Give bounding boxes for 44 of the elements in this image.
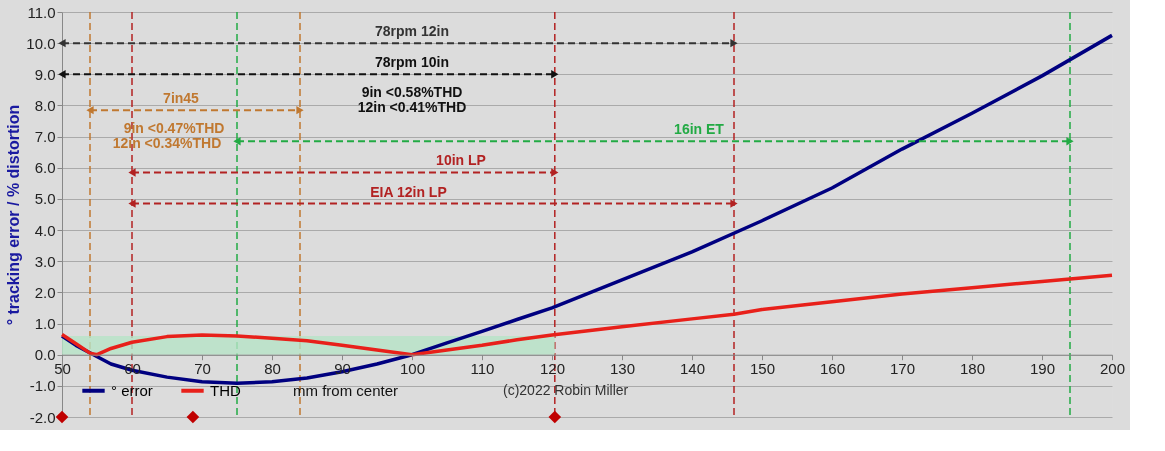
y-tick-label: 1.0 (34, 315, 56, 333)
x-tick-label: 110 (470, 360, 495, 378)
x-tick-label: 190 (1029, 360, 1056, 378)
y-tick-label: -2.0 (29, 408, 56, 426)
y-tick-label: 10.0 (26, 34, 56, 52)
y-tick-label: 2.0 (34, 283, 56, 301)
legend-label: THD (210, 381, 241, 399)
annotation: 12in <0.41%THD (357, 99, 467, 116)
x-tick-label: 120 (539, 360, 566, 378)
x-axis-title: mm from center (293, 382, 399, 399)
y-tick-label: 6.0 (34, 159, 56, 177)
x-tick-label: 130 (609, 360, 636, 378)
annotation: 78rpm 10in (375, 54, 449, 71)
legend-label: ° error (111, 381, 153, 399)
annotation: 10in LP (436, 152, 486, 169)
y-tick-label: 9.0 (34, 65, 56, 83)
y-tick-label: 0.0 (34, 346, 56, 364)
annotation: EIA 12in LP (370, 183, 447, 200)
y-tick-label: -1.0 (29, 377, 56, 395)
x-tick-label: 180 (959, 360, 986, 378)
y-tick-label: 4.0 (34, 221, 56, 239)
x-tick-label: 140 (679, 360, 706, 378)
x-tick-label: 60 (124, 360, 141, 378)
annotation: 7in45 (163, 90, 200, 107)
annotation: 9in <0.58%THD (361, 84, 463, 101)
y-tick-label: 8.0 (34, 96, 56, 114)
x-tick-label: 160 (819, 360, 846, 378)
y-tick-label: 11.0 (27, 3, 56, 21)
annotation: (c)2022 Robin Miller (503, 382, 629, 398)
x-tick-label: 100 (399, 360, 426, 378)
y-tick-label: 5.0 (34, 190, 56, 208)
annotation: 9in <0.47%THD (123, 120, 225, 137)
x-tick-label: 70 (194, 360, 211, 378)
x-tick-label: 50 (54, 360, 71, 378)
y-axis-title: ° tracking error / % distortion (5, 104, 23, 326)
x-tick-label: 170 (889, 360, 916, 378)
annotation: 78rpm 12in (375, 23, 449, 40)
x-tick-label: 80 (264, 360, 281, 378)
annotation: 16in ET (674, 121, 725, 138)
y-tick-label: 3.0 (34, 252, 56, 270)
y-tick-label: 7.0 (34, 128, 56, 146)
x-tick-label: 150 (749, 360, 776, 378)
annotation: 12in <0.34%THD (112, 135, 222, 152)
x-tick-label: 200 (1099, 360, 1126, 378)
